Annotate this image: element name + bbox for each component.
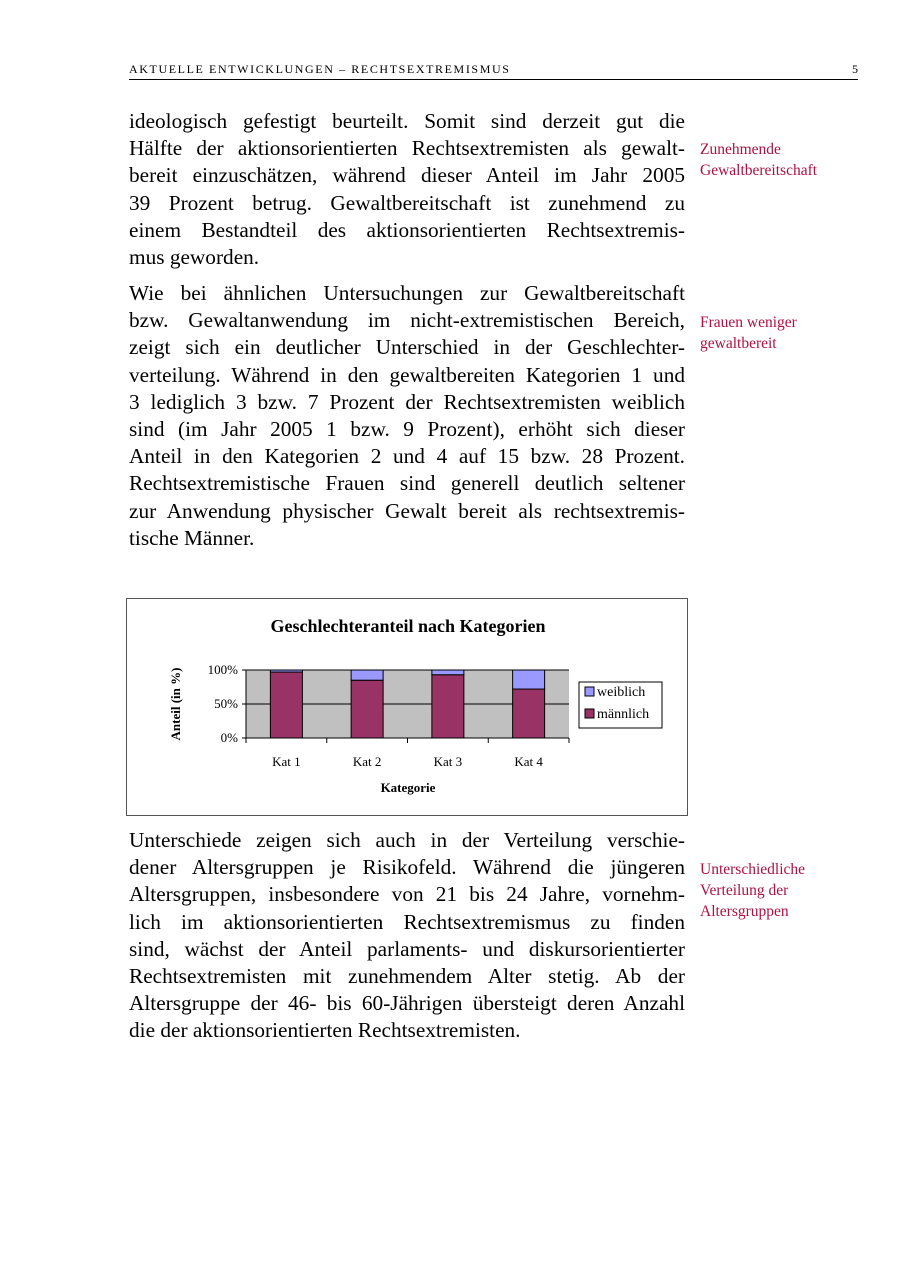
chart-title: Geschlechteranteil nach Kategorien [271,616,546,636]
paragraph-2: Wie bei ähnlichen Untersuchungen zur Gew… [129,280,685,552]
legend-swatch [584,708,595,719]
text-line: mus geworden. [129,245,260,270]
margin-note-2: Frauen weniger gewaltbereit [700,312,797,354]
text-line: Hälfte der aktionsorientierten Rechtsext… [129,136,685,161]
text-line: bereit einzuschätzen, während dieser Ant… [129,163,685,188]
chart-legend: weiblich männlich [578,681,663,729]
bar-maennlich [269,671,303,739]
margin-note-line: Frauen weniger [700,314,797,331]
text-line: ideologisch gefestigt beurteilt. Somit s… [129,109,685,133]
text-line: Unterschiede zeigen sich auch in der Ver… [129,828,685,852]
paragraph-1: ideologisch gefestigt beurteilt. Somit s… [129,108,685,271]
text-line: Rechtsextremisten mit zunehmendem Alter … [129,964,685,989]
margin-note-line: Gewaltbereitschaft [700,162,818,179]
bar-maennlich [431,674,465,739]
y-tick-label: 50% [214,696,238,711]
chart-frame: Geschlechteranteil nach Kategorien Antei… [126,598,688,816]
text-line: Altersgruppe der 46- bis 60-Jährigen übe… [129,991,685,1016]
x-tick-label: Kat 2 [353,754,382,769]
text-line: verteilung. Während in den gewaltbereite… [129,362,685,387]
margin-note-line: Verteilung der [700,882,789,899]
text-line: bzw. Gewaltanwendung im nicht-extremisti… [129,308,685,333]
header-title: AKTUELLE ENTWICKLUNGEN – RECHTSEXTREMISM… [129,62,511,76]
text-line: 3 lediglich 3 bzw. 7 Prozent der Rechtse… [129,389,685,414]
page-number: 5 [852,62,858,76]
paragraph-3: Unterschiede zeigen sich auch in der Ver… [129,827,685,1045]
text-line: zeigt sich ein deutlicher Unterschied in… [129,335,685,360]
margin-note-1: Zunehmende Gewaltbereitschaft [700,139,817,181]
text-line: die der aktionsorientierten Rechtsextrem… [129,1018,521,1043]
y-axis-label: Anteil (in %) [168,668,183,741]
text-line: einem Bestandteil des aktionsorientierte… [129,217,685,242]
x-tick-label: Kat 3 [434,754,463,769]
text-line: sind, wächst der Anteil parlaments- und … [129,936,685,961]
bar-maennlich [350,679,384,739]
legend-label: weiblich [597,685,645,700]
bar-weiblich [350,669,384,681]
y-tick-label: 0% [221,730,239,745]
y-tick-label: 100% [208,662,239,677]
text-line: dener Altersgruppen je Risikofeld. Währe… [129,855,685,880]
x-tick-label: Kat 4 [514,754,543,769]
x-axis-label: Kategorie [381,780,436,795]
text-line: sind (im Jahr 2005 1 bzw. 9 Prozent), er… [129,417,685,442]
legend-swatch [584,686,595,697]
text-line: lich im aktionsorientierten Rechtsextrem… [129,909,685,934]
text-line: tische Männer. [129,525,255,550]
bar-weiblich [512,669,546,690]
x-tick-label: Kat 1 [272,754,301,769]
legend-label: männlich [597,707,649,722]
margin-note-line: gewaltbereit [700,335,777,352]
margin-note-line: Unterschiedliche [700,861,806,878]
margin-note-line: Zunehmende [700,141,781,158]
text-line: zur Anwendung physischer Gewalt bereit a… [129,498,685,523]
margin-note-line: Altersgruppen [700,903,789,920]
text-line: Rechtsextremistische Frauen sind generel… [129,471,685,496]
text-line: 39 Prozent betrug. Gewaltbereitschaft is… [129,190,685,215]
text-line: Altersgruppen, insbesondere von 21 bis 2… [129,882,685,907]
bar-weiblich [269,669,303,673]
text-line: Wie bei ähnlichen Untersuchungen zur Gew… [129,281,685,305]
bar-maennlich [512,688,546,739]
margin-note-3: Unterschiedliche Verteilung der Altersgrup… [700,859,805,922]
text-line: Anteil in den Kategorien 2 und 4 auf 15 … [129,444,685,469]
running-header: AKTUELLE ENTWICKLUNGEN – RECHTSEXTREMISM… [129,62,858,80]
bar-weiblich [431,669,465,676]
stacked-bar-chart: Geschlechteranteil nach Kategorien Antei… [168,616,663,795]
